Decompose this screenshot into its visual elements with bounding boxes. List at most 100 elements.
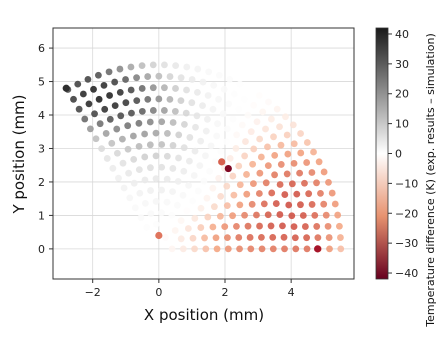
colorbar-tick-label: −40 bbox=[395, 267, 418, 280]
data-point bbox=[180, 167, 188, 175]
data-point bbox=[79, 90, 87, 98]
data-point bbox=[269, 245, 277, 253]
data-point bbox=[199, 102, 206, 110]
data-point bbox=[92, 135, 100, 143]
data-point bbox=[335, 222, 343, 230]
data-point bbox=[250, 101, 258, 109]
data-point bbox=[281, 191, 289, 198]
data-point bbox=[105, 68, 113, 76]
data-point bbox=[135, 119, 143, 127]
data-point bbox=[264, 211, 272, 219]
data-point bbox=[256, 135, 264, 143]
data-point bbox=[106, 92, 113, 99]
data-point bbox=[271, 151, 279, 159]
data-point bbox=[191, 214, 199, 222]
colorbar-tick-label: 20 bbox=[395, 88, 409, 101]
data-point bbox=[296, 169, 304, 177]
data-point bbox=[75, 105, 83, 113]
data-point bbox=[221, 223, 229, 231]
data-point bbox=[186, 157, 193, 165]
data-point bbox=[101, 105, 109, 113]
data-point bbox=[125, 169, 133, 177]
data-point bbox=[288, 180, 296, 188]
data-point bbox=[334, 211, 342, 219]
data-point bbox=[183, 207, 191, 215]
colorbar-ticks: 40 30 20 10 0 −10 −20 −30 −40 bbox=[388, 28, 418, 280]
data-point bbox=[276, 123, 283, 131]
data-point bbox=[202, 127, 210, 135]
data-point bbox=[169, 165, 177, 172]
data-point bbox=[283, 131, 291, 139]
data-point bbox=[320, 168, 328, 176]
data-point bbox=[163, 130, 171, 137]
data-point bbox=[226, 75, 234, 83]
data-point bbox=[116, 88, 124, 96]
data-point bbox=[149, 61, 157, 69]
data-point bbox=[223, 202, 231, 210]
colorbar-tick-label: −30 bbox=[395, 237, 418, 250]
data-point bbox=[141, 153, 149, 161]
data-point bbox=[174, 177, 182, 185]
data-point bbox=[168, 211, 176, 219]
data-point bbox=[144, 95, 152, 103]
data-point bbox=[196, 162, 204, 169]
data-point bbox=[241, 211, 248, 219]
data-point bbox=[303, 234, 311, 242]
data-point bbox=[168, 245, 176, 253]
data-point bbox=[256, 169, 264, 177]
data-point bbox=[102, 130, 110, 137]
data-point bbox=[147, 210, 155, 218]
data-point bbox=[148, 233, 156, 241]
data-point bbox=[108, 139, 116, 147]
data-point bbox=[161, 61, 168, 69]
data-point bbox=[250, 145, 258, 153]
data-point bbox=[166, 73, 174, 80]
data-point bbox=[232, 145, 240, 152]
data-point bbox=[238, 121, 246, 129]
data-point bbox=[119, 159, 127, 167]
data-point-notable bbox=[224, 164, 232, 173]
data-point bbox=[152, 220, 160, 228]
data-point bbox=[172, 85, 179, 92]
data-point bbox=[120, 184, 128, 192]
data-point bbox=[158, 209, 165, 217]
data-point bbox=[190, 172, 198, 179]
y-axis-label: Y position (mm) bbox=[10, 94, 28, 214]
data-point bbox=[324, 222, 332, 230]
data-point bbox=[141, 130, 149, 138]
data-point bbox=[122, 99, 130, 107]
data-point bbox=[243, 190, 251, 198]
data-point bbox=[272, 200, 280, 207]
data-point bbox=[143, 224, 151, 231]
data-point bbox=[317, 189, 324, 197]
data-point bbox=[290, 140, 298, 148]
data-point bbox=[189, 197, 197, 205]
y-tick-label: 5 bbox=[38, 76, 45, 89]
data-point bbox=[285, 201, 293, 209]
data-point bbox=[260, 200, 268, 208]
data-point bbox=[197, 137, 205, 145]
data-point bbox=[235, 105, 242, 113]
data-point bbox=[256, 222, 263, 230]
y-axis-ticks: 0 1 2 3 4 5 6 bbox=[38, 42, 53, 256]
data-point bbox=[124, 145, 132, 153]
data-point bbox=[216, 212, 224, 220]
data-point bbox=[255, 190, 263, 197]
data-point bbox=[181, 120, 188, 128]
data-point bbox=[292, 245, 300, 253]
data-point bbox=[215, 174, 223, 182]
data-point bbox=[259, 108, 267, 116]
data-point bbox=[194, 88, 201, 96]
data-point bbox=[223, 182, 231, 190]
data-point bbox=[253, 118, 261, 126]
data-point bbox=[111, 102, 119, 110]
colorbar-tick-label: −10 bbox=[395, 177, 418, 190]
data-point bbox=[247, 245, 255, 253]
data-point bbox=[267, 115, 275, 123]
data-point bbox=[224, 234, 231, 242]
data-point bbox=[183, 63, 191, 71]
data-point bbox=[215, 95, 222, 103]
data-point bbox=[179, 245, 187, 253]
data-point bbox=[163, 198, 171, 206]
data-point bbox=[95, 95, 103, 103]
